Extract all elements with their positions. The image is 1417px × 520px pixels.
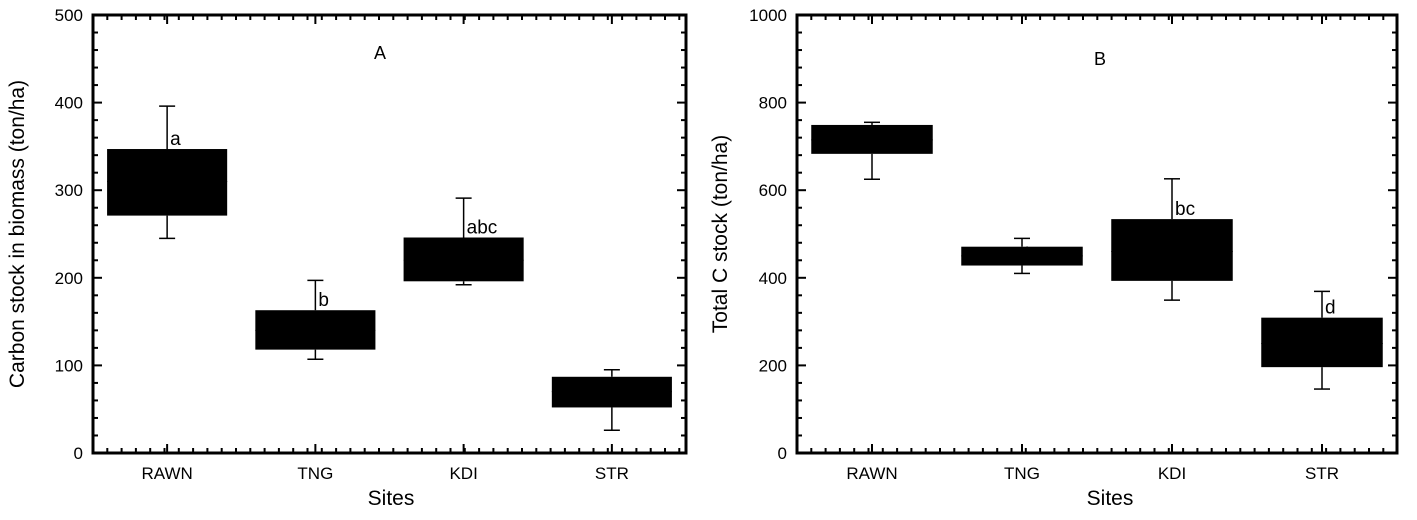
x-tick-label: RAWN xyxy=(846,464,897,483)
x-tick-label: TNG xyxy=(1004,464,1040,483)
x-tick-label: RAWN xyxy=(141,464,192,483)
box-kdi xyxy=(1111,219,1233,281)
group-label: a xyxy=(875,128,886,149)
box-kdi xyxy=(403,237,524,282)
y-tick-label: 500 xyxy=(55,6,83,25)
y-tick-label: 400 xyxy=(55,94,83,113)
x-axis-title: Sites xyxy=(1087,487,1134,510)
y-axis-title: Carbon stock in biomass (ton/ha) xyxy=(6,80,29,388)
chart-panel-a: 0 100 200 300 400 500 RAWN TNG KDI STR Sites Carbon… xyxy=(6,6,688,510)
y-tick-label: 600 xyxy=(759,181,787,200)
box-rawn xyxy=(107,149,228,216)
x-axis-title: Sites xyxy=(368,487,415,510)
panel-label: A xyxy=(374,43,386,63)
y-tick-label: 200 xyxy=(55,269,83,288)
x-tick-label: TNG xyxy=(297,464,333,483)
y-tick-label: 0 xyxy=(778,444,787,463)
y-tick-label: 400 xyxy=(759,269,787,288)
x-tick-label: STR xyxy=(1305,464,1339,483)
x-tick-label: STR xyxy=(595,464,629,483)
y-tick-label: 0 xyxy=(74,444,83,463)
group-label: bc xyxy=(1175,199,1195,220)
y-tick-label: 800 xyxy=(759,94,787,113)
group-label: b xyxy=(1025,244,1036,265)
y-tick-label: 100 xyxy=(55,356,83,375)
y-axis-title: Total C stock (ton/ha) xyxy=(709,135,732,333)
y-tick-label: 200 xyxy=(759,356,787,375)
x-tick-label: KDI xyxy=(449,464,477,483)
y-tick-label: 300 xyxy=(55,181,83,200)
group-label: bd xyxy=(615,376,636,397)
panel-label: B xyxy=(1094,49,1106,69)
group-label: a xyxy=(170,129,181,150)
y-tick-label: 1000 xyxy=(749,6,787,25)
x-tick-label: KDI xyxy=(1158,464,1186,483)
chart-panel-b: 0 200 400 600 800 1000 RAWN TNG KDI STR Sites Total… xyxy=(709,6,1399,510)
plot-frame xyxy=(795,13,1399,455)
plot-frame xyxy=(91,13,688,455)
box-str xyxy=(1261,317,1383,368)
group-label: abc xyxy=(467,218,498,239)
group-label: b xyxy=(318,290,329,311)
group-label: d xyxy=(1325,298,1336,319)
